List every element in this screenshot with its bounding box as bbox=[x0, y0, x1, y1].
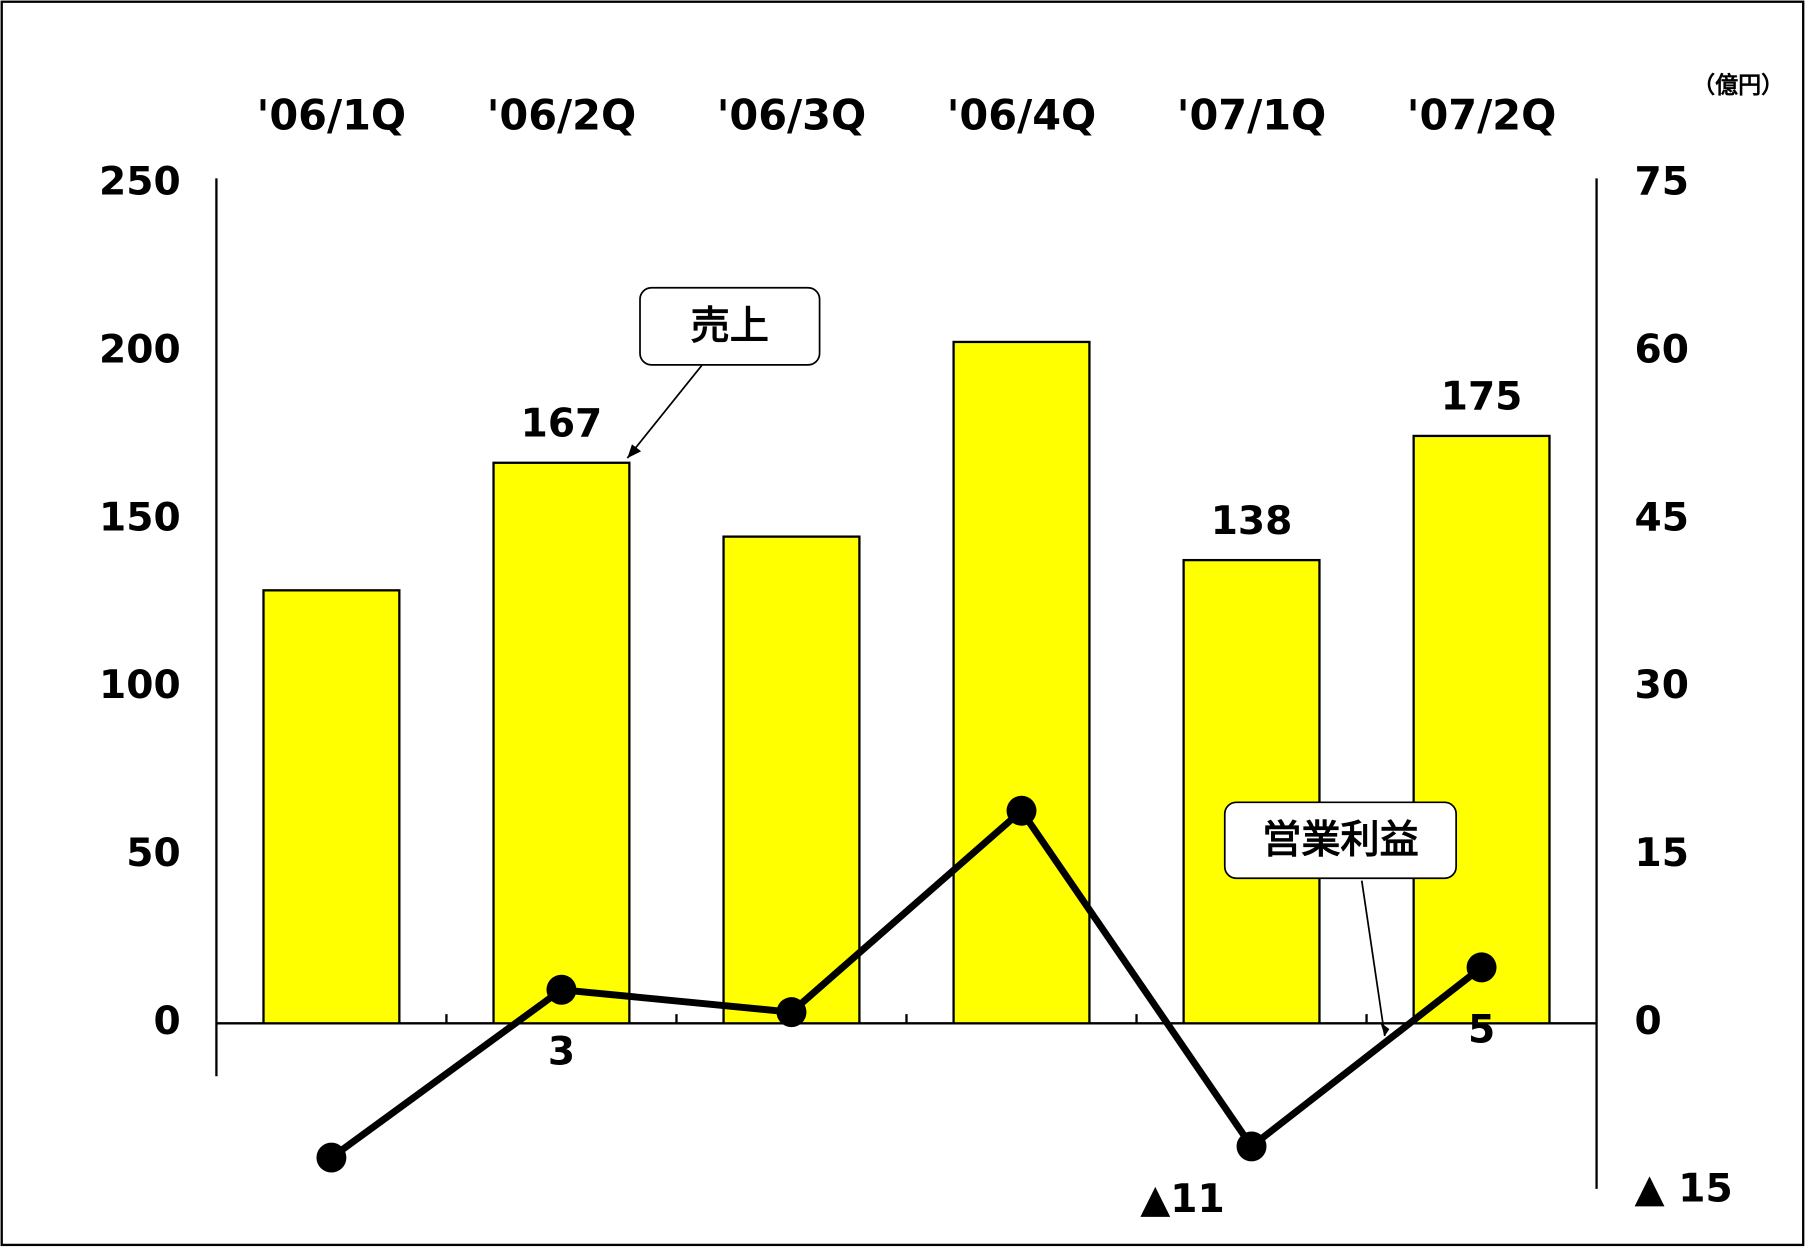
x-tick-label: '06/3Q bbox=[717, 92, 867, 140]
y-tick-label: 250 bbox=[99, 160, 181, 205]
callout-label: 売上 bbox=[691, 304, 769, 349]
y2-tick-label: 60 bbox=[1635, 328, 1689, 373]
line-marker bbox=[1006, 795, 1037, 826]
line-value-label: 5 bbox=[1468, 1007, 1495, 1052]
y2-tick-label: 15 bbox=[1635, 831, 1689, 876]
callout-arrow bbox=[1360, 880, 1386, 1037]
bar bbox=[262, 589, 401, 1025]
y2-tick-label: 0 bbox=[1635, 999, 1662, 1044]
line-marker bbox=[776, 997, 807, 1028]
x-tick-label: '06/4Q bbox=[947, 92, 1097, 140]
x-tick-label: '06/2Q bbox=[487, 92, 637, 140]
callout-box bbox=[639, 286, 821, 366]
bar bbox=[492, 461, 631, 1025]
line-marker bbox=[1466, 952, 1497, 983]
y-tick-label: 150 bbox=[99, 495, 181, 540]
x-tick-label: '06/1Q bbox=[257, 92, 407, 140]
line-value-label: ▲11 bbox=[1140, 1177, 1225, 1222]
bar-value-label: 167 bbox=[521, 401, 603, 446]
line-marker bbox=[546, 974, 577, 1005]
y-tick-label: 50 bbox=[126, 831, 180, 876]
line-value-label: 3 bbox=[548, 1030, 575, 1075]
bar-value-label: 138 bbox=[1211, 499, 1293, 544]
bar bbox=[1412, 434, 1551, 1025]
callout-arrow bbox=[626, 364, 703, 459]
x-tick-label: '07/2Q bbox=[1407, 92, 1556, 140]
line bbox=[329, 805, 1484, 1161]
bar bbox=[722, 535, 861, 1025]
bar bbox=[952, 340, 1091, 1025]
y2-tick-label: ▲ 15 bbox=[1635, 1167, 1733, 1212]
callout-arrowhead bbox=[627, 444, 642, 459]
callout-label: 営業利益 bbox=[1262, 818, 1419, 863]
y2-tick-label: 45 bbox=[1635, 495, 1689, 540]
line-marker bbox=[316, 1142, 347, 1173]
callout-box bbox=[1223, 801, 1458, 880]
unit-label: （億円） bbox=[1692, 72, 1784, 99]
y-tick-label: 200 bbox=[99, 328, 181, 373]
y2-tick-label: 30 bbox=[1635, 663, 1689, 708]
y-tick-label: 0 bbox=[153, 999, 180, 1044]
y2-tick-label: 75 bbox=[1635, 160, 1689, 205]
callout-arrowhead bbox=[1380, 1022, 1390, 1036]
bar-value-label: 175 bbox=[1441, 375, 1523, 420]
bar bbox=[1182, 558, 1321, 1025]
y-tick-label: 100 bbox=[99, 663, 181, 708]
x-tick-label: '07/1Q bbox=[1177, 92, 1327, 140]
line-marker bbox=[1236, 1131, 1267, 1162]
